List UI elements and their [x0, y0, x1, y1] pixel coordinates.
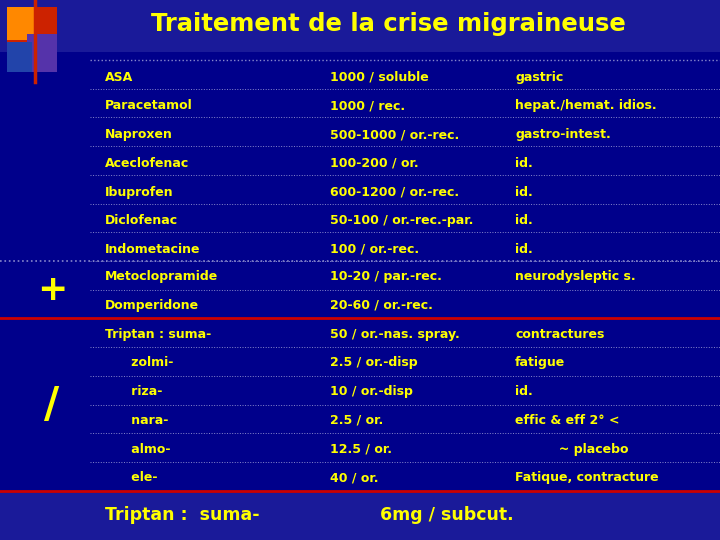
Text: effic & eff 2° <: effic & eff 2° <	[515, 414, 619, 427]
Text: Triptan : suma-: Triptan : suma-	[105, 328, 211, 341]
Text: Diclofenac: Diclofenac	[105, 214, 178, 227]
Text: neurodysleptic s.: neurodysleptic s.	[515, 270, 636, 284]
Text: 100 / or.-rec.: 100 / or.-rec.	[330, 243, 419, 256]
Text: id.: id.	[515, 186, 533, 199]
Text: 10 / or.-disp: 10 / or.-disp	[330, 385, 413, 398]
Text: 50-100 / or.-rec.-par.: 50-100 / or.-rec.-par.	[330, 214, 473, 227]
Text: /: /	[45, 383, 60, 426]
Text: 10-20 / par.-rec.: 10-20 / par.-rec.	[330, 270, 442, 284]
Text: ele-: ele-	[105, 471, 158, 484]
Text: Traitement de la crise migraineuse: Traitement de la crise migraineuse	[151, 12, 626, 36]
Text: gastric: gastric	[515, 71, 563, 84]
Text: Naproxen: Naproxen	[105, 128, 173, 141]
Text: riza-: riza-	[105, 385, 163, 398]
Text: Metoclopramide: Metoclopramide	[105, 270, 218, 284]
Text: id.: id.	[515, 385, 533, 398]
Bar	[0, 491, 720, 540]
Bar	[27, 34, 57, 72]
Text: 2.5 / or.: 2.5 / or.	[330, 414, 383, 427]
Text: fatigue: fatigue	[515, 356, 565, 369]
Text: 20-60 / or.-rec.: 20-60 / or.-rec.	[330, 299, 433, 312]
Text: 600-1200 / or.-rec.: 600-1200 / or.-rec.	[330, 186, 459, 199]
Text: 1000 / rec.: 1000 / rec.	[330, 99, 405, 112]
Text: 1000 / soluble: 1000 / soluble	[330, 71, 428, 84]
Text: Indometacine: Indometacine	[105, 243, 200, 256]
Text: id.: id.	[515, 157, 533, 170]
Text: ASA: ASA	[105, 71, 133, 84]
Text: nara-: nara-	[105, 414, 168, 427]
Text: Ibuprofen: Ibuprofen	[105, 186, 174, 199]
Text: ~ placebo: ~ placebo	[515, 442, 629, 456]
Text: zolmi-: zolmi-	[105, 356, 174, 369]
Bar	[7, 7, 35, 40]
Text: Paracetamol: Paracetamol	[105, 99, 193, 112]
Text: Triptan :  suma-: Triptan : suma-	[105, 507, 260, 524]
Text: 500-1000 / or.-rec.: 500-1000 / or.-rec.	[330, 128, 459, 141]
Text: 50 / or.-nas. spray.: 50 / or.-nas. spray.	[330, 328, 460, 341]
Text: 2.5 / or.-disp: 2.5 / or.-disp	[330, 356, 418, 369]
Bar	[7, 7, 57, 72]
Text: Fatique, contracture: Fatique, contracture	[515, 471, 659, 484]
Bar	[0, 0, 720, 52]
Text: Aceclofenac: Aceclofenac	[105, 157, 189, 170]
Bar	[7, 42, 32, 72]
Text: 6mg / subcut.: 6mg / subcut.	[380, 507, 513, 524]
Text: id.: id.	[515, 214, 533, 227]
Text: +: +	[37, 273, 67, 307]
Text: almo-: almo-	[105, 442, 171, 456]
Text: 40 / or.: 40 / or.	[330, 471, 379, 484]
Text: contractures: contractures	[515, 328, 604, 341]
Text: hepat./hemat. idios.: hepat./hemat. idios.	[515, 99, 657, 112]
Text: gastro-intest.: gastro-intest.	[515, 128, 611, 141]
Text: 12.5 / or.: 12.5 / or.	[330, 442, 392, 456]
Text: Domperidone: Domperidone	[105, 299, 199, 312]
Text: 100-200 / or.: 100-200 / or.	[330, 157, 418, 170]
Text: id.: id.	[515, 243, 533, 256]
